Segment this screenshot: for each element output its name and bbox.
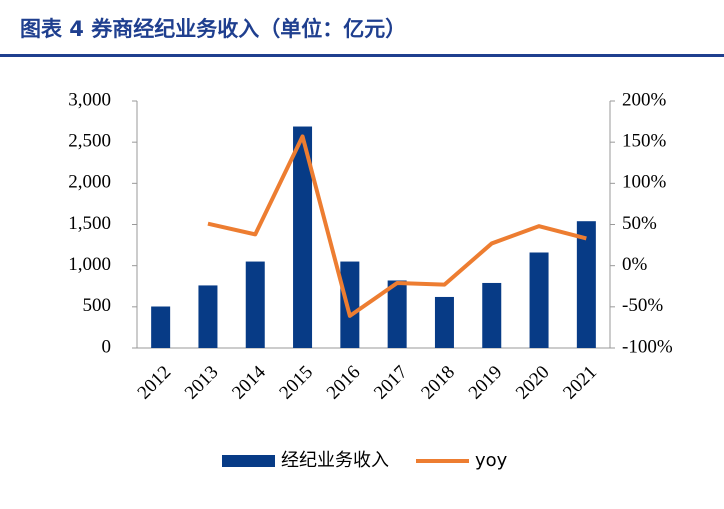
y2-tick-label: 100% — [622, 172, 667, 193]
y2-tick-label: 200% — [622, 89, 667, 110]
x-tick-label: 2015 — [275, 362, 317, 404]
x-tick-label: 2019 — [465, 362, 507, 404]
x-tick-label: 2018 — [417, 362, 459, 404]
bar — [293, 126, 313, 348]
bar — [482, 282, 502, 348]
y-tick-label: 2,000 — [68, 172, 111, 193]
x-tick-label: 2021 — [559, 362, 601, 404]
y2-tick-label: -100% — [622, 336, 673, 357]
legend-label: yoy — [475, 450, 508, 471]
bar — [434, 296, 454, 348]
y-tick-label: 1,500 — [68, 213, 111, 234]
y-tick-label: 1,000 — [68, 254, 111, 275]
bar — [340, 261, 360, 348]
title-rule — [0, 54, 724, 57]
x-tick-label: 2020 — [512, 362, 554, 404]
legend-swatch — [222, 455, 275, 467]
x-tick-label: 2017 — [370, 362, 412, 404]
bar — [576, 221, 596, 348]
y2-tick-label: 50% — [622, 213, 657, 234]
legend-label: 经纪业务收入 — [281, 450, 389, 471]
bar — [151, 306, 171, 348]
line — [207, 134, 587, 318]
x-tick-label: 2012 — [134, 362, 176, 404]
y2-tick-label: 150% — [622, 131, 667, 152]
y2-tick-label: -50% — [622, 295, 663, 316]
y-tick-label: 3,000 — [68, 89, 111, 110]
chart-title: 图表 4 券商经纪业务收入（单位：亿元） — [20, 17, 406, 41]
bar — [198, 285, 218, 348]
bar — [387, 280, 407, 348]
y-tick-label: 0 — [102, 336, 112, 357]
bar — [529, 252, 549, 348]
x-tick-label: 2013 — [181, 362, 223, 404]
x-tick-label: 2016 — [323, 362, 365, 404]
x-tick-label: 2014 — [228, 361, 270, 403]
bar — [245, 261, 265, 348]
y-tick-label: 500 — [83, 295, 112, 316]
y2-tick-label: 0% — [622, 254, 648, 275]
y-tick-label: 2,500 — [68, 131, 111, 152]
